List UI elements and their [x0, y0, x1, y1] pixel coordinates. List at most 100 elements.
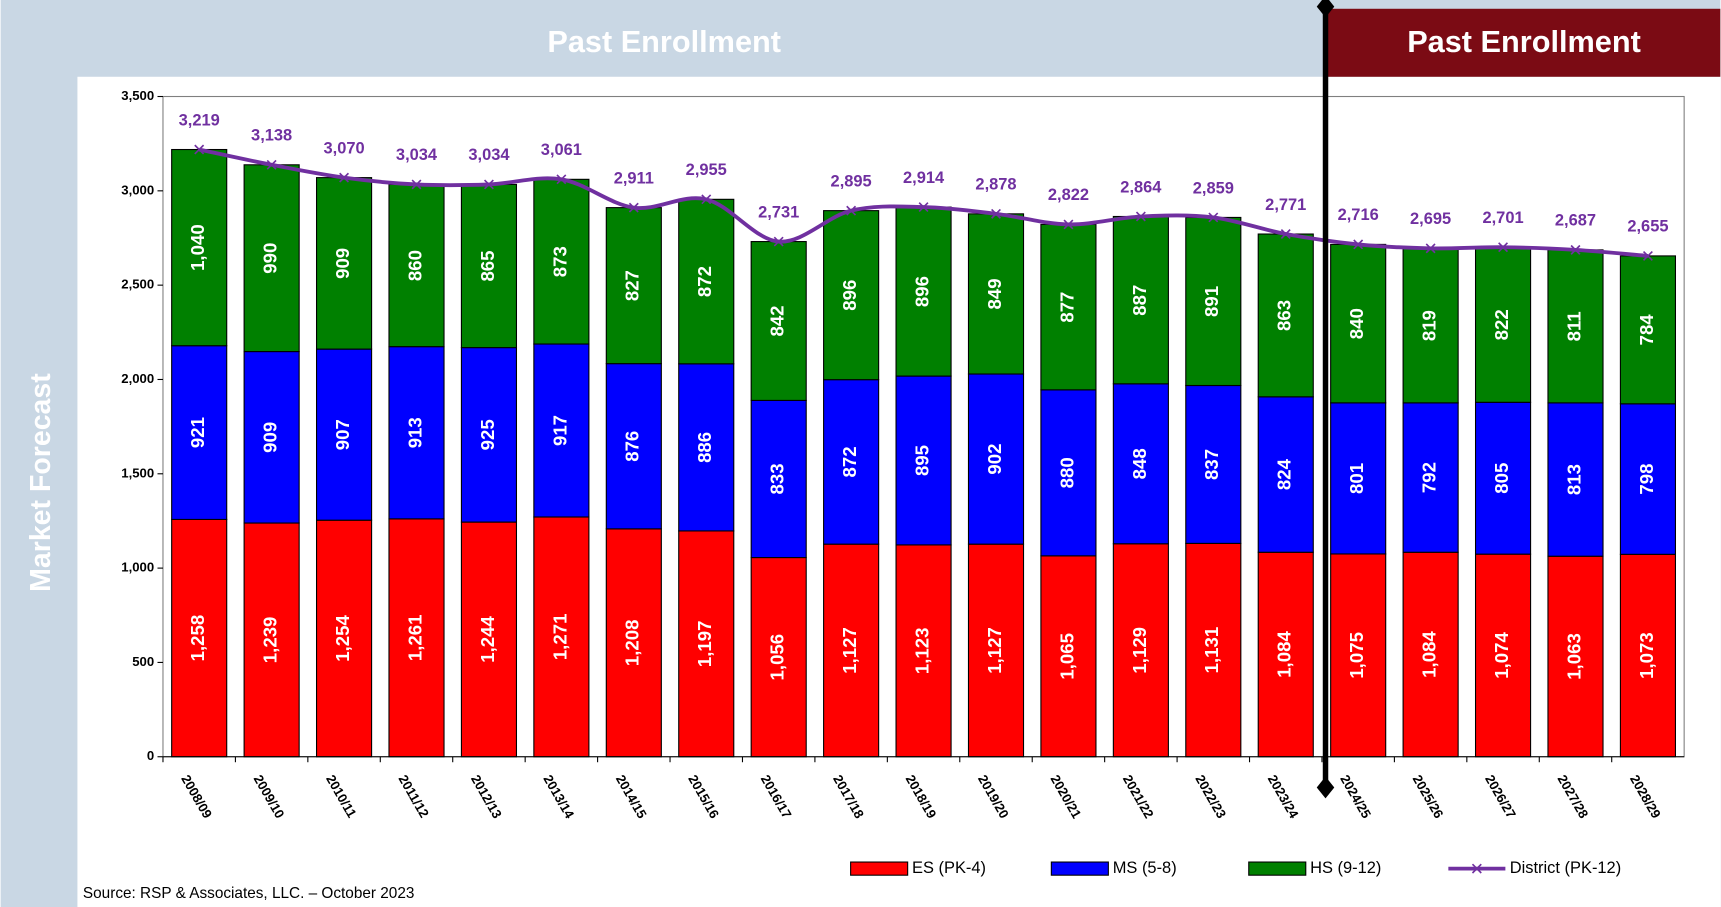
district-value-label: 2,878: [975, 176, 1016, 194]
bar-segment: [967, 213, 1025, 375]
bar-segment: [243, 522, 300, 758]
bar-value-label: 865: [477, 250, 498, 281]
bar-value-label: 1,073: [1636, 632, 1657, 679]
bar-segment: [1330, 402, 1387, 555]
bar-value-label: 863: [1274, 300, 1295, 331]
bar-value-label: 990: [260, 243, 281, 274]
bar-segment: [1402, 551, 1459, 758]
bar-value-label: 1,261: [404, 615, 425, 662]
bar-value-label: 1,084: [1419, 631, 1440, 678]
bar-segment: [315, 348, 373, 521]
bar-value-label: 880: [1056, 457, 1077, 488]
bar-value-label: 886: [694, 432, 715, 463]
bar-segment: [1474, 246, 1532, 403]
bar-segment: [243, 164, 300, 353]
bar-value-label: 1,056: [767, 634, 788, 681]
y-tick-label: 2,000: [121, 371, 154, 386]
bar-value-label: 792: [1419, 462, 1440, 493]
bar-value-label: 1,063: [1563, 633, 1584, 680]
bar-segment: [895, 544, 952, 758]
district-value-label: 3,061: [541, 141, 582, 159]
bar-value-label: 822: [1491, 309, 1512, 340]
divider-cap: [1316, 0, 1335, 18]
bar-value-label: 1,271: [549, 614, 570, 661]
bar-value-label: 1,254: [332, 615, 353, 662]
district-marker: [1498, 242, 1509, 253]
bar-value-label: 1,127: [984, 627, 1005, 674]
y-axis-label: Market Forecast: [25, 373, 57, 592]
bar-value-label: 801: [1346, 463, 1367, 494]
bar-value-label: 827: [622, 270, 643, 301]
district-marker: [773, 236, 784, 247]
forecast-banner: [1325, 8, 1721, 77]
district-marker: [1570, 244, 1581, 255]
district-value-label: 2,701: [1482, 209, 1523, 227]
bar-segment: [605, 528, 662, 758]
bar-segment: [1040, 389, 1097, 557]
bar-value-label: 805: [1491, 463, 1512, 494]
legend-swatch: [1050, 861, 1109, 876]
district-value-label: 2,864: [1120, 178, 1162, 196]
district-marker: [1353, 239, 1364, 250]
bar-value-label: 1,239: [260, 617, 281, 664]
bar-segment: [1112, 543, 1169, 758]
district-value-label: 2,655: [1627, 218, 1668, 236]
y-tick-label: 1,500: [121, 465, 154, 480]
bar-segment: [1040, 223, 1097, 391]
bar-value-label: 925: [477, 419, 498, 450]
legend-label: ES (PK-4): [912, 859, 986, 877]
bar-value-label: 896: [911, 276, 932, 307]
bar-value-label: 1,065: [1056, 633, 1077, 680]
bar-segment: [1619, 553, 1677, 758]
bar-segment: [1402, 247, 1459, 404]
bar-segment: [967, 373, 1025, 545]
bar-value-label: 872: [694, 266, 715, 297]
y-tick-label: 3,000: [121, 182, 154, 197]
bar-segment: [1040, 555, 1097, 758]
district-marker: [483, 179, 494, 190]
y-tick-label: 1,000: [121, 560, 154, 575]
y-tick-label: 2,500: [121, 277, 154, 292]
bar-value-label: 917: [549, 415, 570, 446]
bar-value-label: 813: [1563, 464, 1584, 495]
bar-value-label: 784: [1636, 314, 1657, 346]
bar-segment: [1257, 551, 1314, 758]
bar-segment: [750, 399, 807, 559]
bar-segment: [1474, 553, 1532, 758]
district-marker: [628, 202, 639, 213]
district-marker: [1063, 219, 1074, 230]
district-value-label: 3,034: [468, 146, 510, 164]
bar-value-label: 837: [1201, 449, 1222, 480]
bar-segment: [1547, 249, 1604, 404]
district-marker: [1642, 250, 1653, 261]
bar-value-label: 1,127: [839, 627, 860, 674]
y-tick-label: 3,500: [121, 88, 154, 103]
bar-value-label: 1,129: [1129, 627, 1150, 674]
bar-segment: [1619, 403, 1677, 555]
bar-segment: [1185, 542, 1242, 758]
bar-segment: [895, 375, 952, 546]
bar-value-label: 872: [839, 446, 860, 477]
bar-value-label: 1,258: [187, 615, 208, 662]
bar-value-label: 1,244: [477, 615, 498, 662]
district-marker: [411, 179, 422, 190]
bar-value-label: 1,084: [1274, 631, 1295, 678]
bar-segment: [1112, 215, 1169, 385]
bar-value-label: 921: [187, 417, 208, 448]
district-value-label: 2,859: [1193, 179, 1234, 197]
bar-value-label: 896: [839, 280, 860, 311]
district-marker: [194, 144, 205, 155]
legend-marker: [1471, 863, 1482, 874]
y-tick-label: 0: [147, 748, 154, 763]
bar-value-label: 907: [332, 419, 353, 450]
district-marker: [918, 202, 929, 213]
bar-value-label: 876: [622, 431, 643, 462]
district-marker: [1425, 243, 1436, 254]
bar-segment: [823, 210, 880, 381]
bar-segment: [533, 178, 590, 345]
bar-value-label: 1,208: [622, 620, 643, 667]
legend-swatch: [850, 861, 909, 876]
bar-value-label: 833: [767, 463, 788, 494]
bar-segment: [533, 343, 590, 518]
district-marker: [1135, 211, 1146, 222]
